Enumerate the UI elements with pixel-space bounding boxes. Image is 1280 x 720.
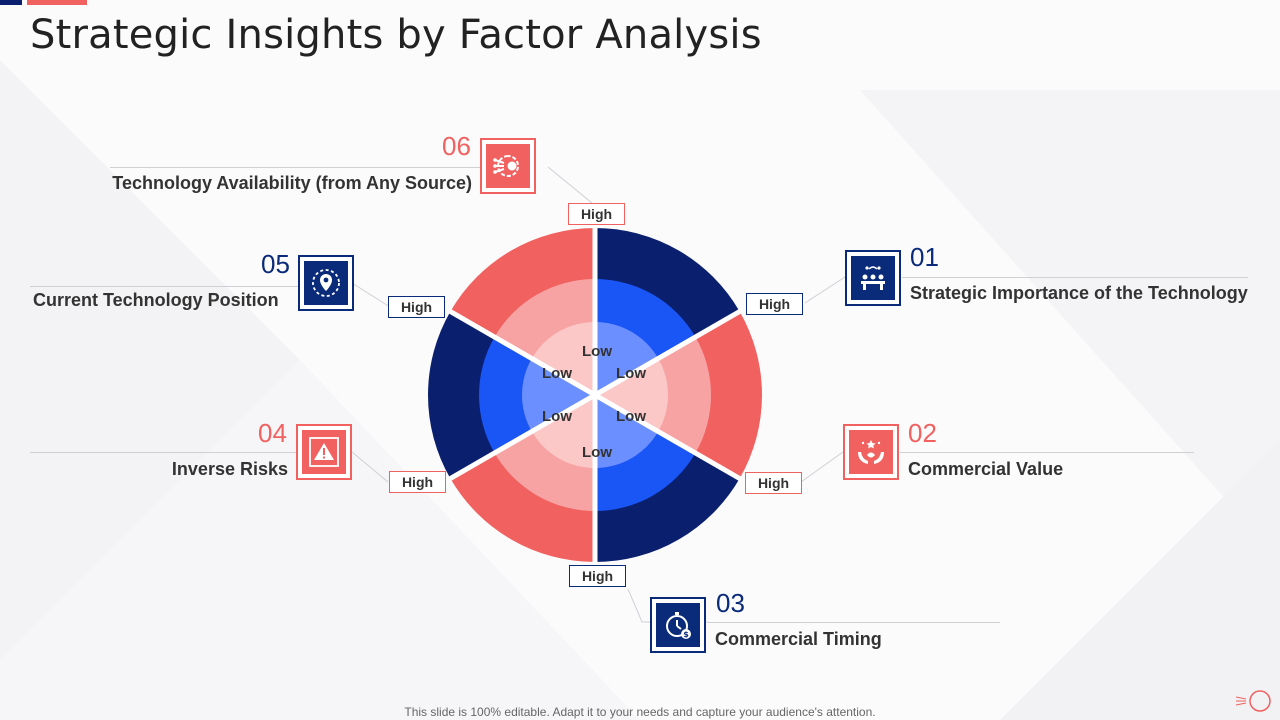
factor-icon-box-06 — [480, 138, 536, 194]
factor-label-06: Technology Availability (from Any Source… — [112, 173, 472, 193]
factor-icon-box-05 — [298, 255, 354, 311]
stopwatch-dollar-icon: $ — [666, 612, 691, 639]
factor-label-04: Inverse Risks — [171, 459, 288, 479]
high-tag-01: High — [746, 293, 803, 315]
divider-03 — [708, 622, 1000, 623]
factor-label-02: Commercial Value — [908, 459, 1064, 479]
factor-icon-box-03: $ — [650, 597, 706, 653]
divider-06 — [110, 167, 480, 168]
footer-note: This slide is 100% editable. Adapt it to… — [404, 705, 876, 719]
pie-separator — [593, 392, 743, 482]
divider-04 — [30, 452, 300, 453]
high-tag-06: High — [568, 203, 625, 225]
factor-icon-box-04 — [296, 424, 352, 480]
divider-01 — [902, 277, 1248, 278]
factor-label-05: Current Technology Position — [33, 290, 279, 310]
low-label-02: Low — [616, 408, 646, 425]
location-pin-icon — [312, 269, 340, 297]
team-meeting-icon — [861, 266, 885, 290]
high-tag-03: High — [569, 565, 626, 587]
pie-sector-05-ring-3 — [522, 358, 595, 432]
pie-separator — [447, 308, 597, 398]
divider-02 — [900, 452, 1194, 453]
factor-icon-box-01 — [845, 250, 901, 306]
top-accent-navy — [0, 0, 22, 5]
factor-number-06: 06 — [442, 131, 471, 161]
low-label-05: Low — [542, 365, 572, 382]
pie-sector-04-ring-3 — [531, 395, 595, 468]
svg-text:$: $ — [683, 630, 689, 639]
factor-number-02: 02 — [908, 418, 937, 448]
pie-sector-03-ring-3 — [595, 395, 659, 468]
high-tag-02: High — [745, 472, 802, 494]
factor-number-05: 05 — [261, 249, 290, 279]
pie-sector-02-ring-3 — [595, 358, 668, 432]
gear-network-icon — [493, 155, 520, 177]
corner-logo-icon — [1235, 690, 1271, 712]
divider-05 — [30, 286, 300, 287]
pie-sector-01-ring-3 — [595, 322, 659, 395]
factor-label-01: Strategic Importance of the Technology — [910, 283, 1248, 303]
factor-icon-box-02 — [843, 424, 899, 480]
high-tag-04: High — [389, 471, 446, 493]
factor-number-03: 03 — [716, 588, 745, 618]
pie-separator — [593, 308, 743, 398]
factor-number-04: 04 — [258, 418, 287, 448]
top-accent-coral — [27, 0, 87, 5]
low-label-01: Low — [616, 365, 646, 382]
low-label-04: Low — [542, 408, 572, 425]
factor-label-03: Commercial Timing — [715, 629, 882, 649]
pie-separator — [447, 392, 597, 482]
slide-title: Strategic Insights by Factor Analysis — [30, 12, 762, 58]
low-label-03: Low — [582, 444, 612, 461]
low-label-06: Low — [582, 343, 612, 360]
factor-number-01: 01 — [910, 242, 939, 272]
high-tag-05: High — [388, 296, 445, 318]
hands-value-icon — [858, 440, 884, 464]
pie-sector-06-ring-3 — [531, 322, 595, 395]
warning-icon — [309, 437, 339, 467]
